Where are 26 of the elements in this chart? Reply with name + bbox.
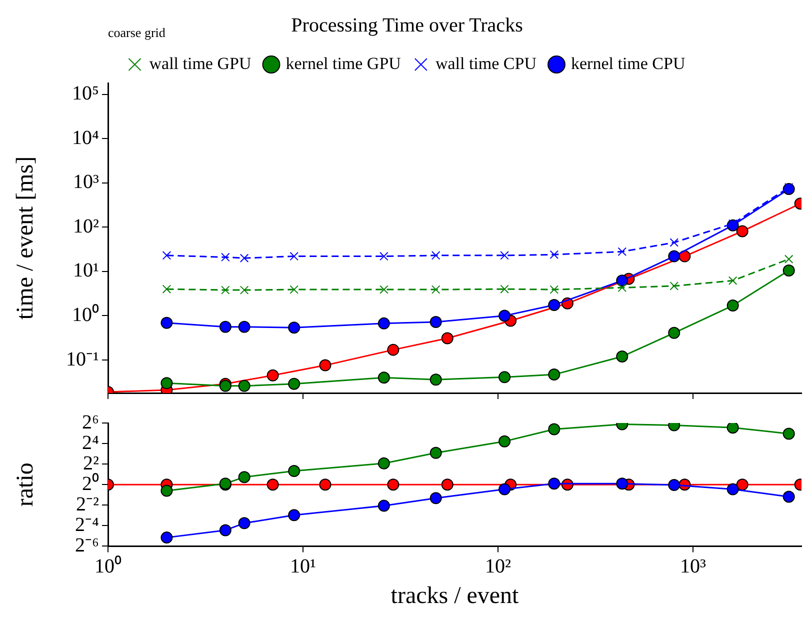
x-axis-title: tracks / event xyxy=(390,582,520,609)
y-tick-label: 2² xyxy=(83,452,99,474)
y-tick-label: 2⁻⁴ xyxy=(75,514,100,536)
x-tick-label: 10³ xyxy=(680,555,706,578)
legend-label: wall time GPU xyxy=(149,54,252,73)
y-tick-label: 10⁰ xyxy=(72,302,99,326)
y-tick-label: 10⁴ xyxy=(72,126,100,149)
chart-title: Processing Time over Tracks xyxy=(291,14,524,36)
legend-label: kernel time GPU xyxy=(286,54,401,73)
y-tick-label: 10² xyxy=(73,215,99,238)
y-tick-label: 2⁻⁶ xyxy=(75,534,100,556)
y-tick-label: 2⁴ xyxy=(82,432,100,454)
y-tick-label: 10⁵ xyxy=(72,82,99,105)
text: coarse grid xyxy=(108,24,166,40)
y-tick-label: 2⁶ xyxy=(82,411,100,434)
y-axis-title: time / event [ms] xyxy=(12,156,39,320)
y-tick-label: 2⁻² xyxy=(76,493,99,516)
legend-label: kernel time CPU xyxy=(570,54,686,73)
x-tick-label: 10¹ xyxy=(290,555,316,578)
y-axis-title: ratio xyxy=(12,462,39,507)
y-tick-label: 10⁻¹ xyxy=(66,348,99,370)
y-tick-label: 10³ xyxy=(73,171,99,194)
y-tick-label: 2⁰ xyxy=(82,472,99,495)
y-tick-label: 10¹ xyxy=(73,260,99,282)
legend-label: wall time CPU xyxy=(435,54,536,73)
x-tick-label: 10² xyxy=(485,555,512,578)
